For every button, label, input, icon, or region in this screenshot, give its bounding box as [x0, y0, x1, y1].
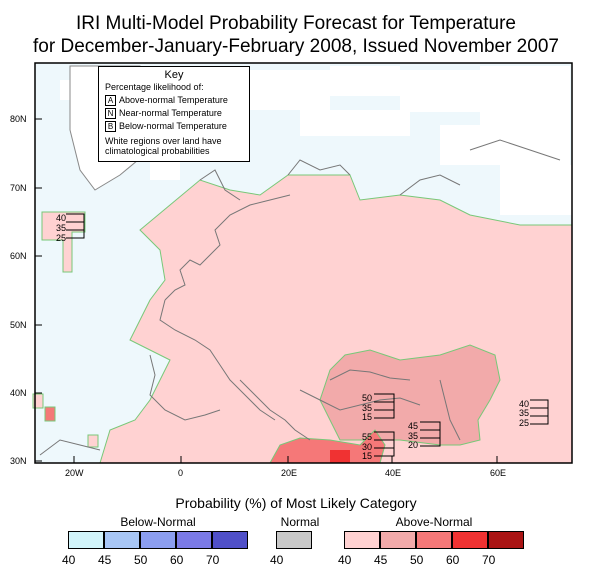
prob-normal: 30	[362, 442, 372, 452]
legend-swatch-below	[176, 531, 212, 549]
title-line-1: IRI Multi-Model Probability Forecast for…	[76, 13, 516, 34]
lat-label: 50N	[10, 320, 27, 330]
legend-swatch-above	[416, 531, 452, 549]
lon-label: 0	[178, 468, 183, 478]
prob-above: 40	[56, 213, 66, 223]
key-title: Key	[164, 69, 184, 81]
prob-below: 20	[408, 440, 418, 450]
legend-swatch-below	[68, 531, 104, 549]
prob-box-pakistan: 40 35 25	[519, 399, 549, 428]
legend-swatch-below	[104, 531, 140, 549]
prob-normal: 35	[408, 431, 418, 441]
region-canaries	[87, 434, 99, 448]
legend-tick-below: 50	[134, 553, 148, 567]
lon-label: 20E	[281, 468, 297, 478]
legend-swatch-above	[380, 531, 416, 549]
lon-label: 40E	[385, 468, 401, 478]
key-row-above: A Above-normal Temperature	[105, 94, 249, 107]
legend-tick-above: 50	[410, 553, 424, 567]
prob-above: 40	[519, 399, 529, 409]
key-letter: A	[105, 95, 116, 107]
lat-label: 40N	[10, 388, 27, 398]
lon-ticks	[73, 456, 498, 463]
region-above-50	[269, 429, 386, 464]
legend-swatch-above	[488, 531, 524, 549]
region-above-45	[319, 344, 501, 446]
lon-label: 20W	[65, 468, 84, 478]
legend-tick-below: 60	[170, 553, 184, 567]
legend-tick-above: 70	[482, 553, 496, 567]
key-note-1: White regions over land have	[105, 136, 222, 146]
prob-below: 15	[362, 412, 372, 422]
key-label: Below-normal Temperature	[119, 121, 227, 131]
key-row-normal: N Near-normal Temperature	[105, 107, 249, 120]
legend-tick-below: 70	[206, 553, 220, 567]
prob-box-iceland: 40 35 25	[56, 213, 85, 243]
legend-above-label: Above-Normal	[395, 515, 473, 529]
prob-below: 15	[362, 451, 372, 461]
key-label: Above-normal Temperature	[119, 95, 228, 105]
prob-normal: 35	[519, 408, 529, 418]
map-frame	[34, 62, 573, 464]
region-iceland	[41, 211, 86, 273]
title-line-2: for December-January-February 2008, Issu…	[33, 36, 559, 57]
legend-below-label: Below-Normal	[120, 515, 196, 529]
legend-tick-above: 60	[446, 553, 460, 567]
lat-label: 70N	[10, 183, 27, 193]
legend-title: Probability (%) of Most Likely Category	[175, 495, 417, 511]
lat-label: 80N	[10, 114, 27, 124]
prob-above: 55	[362, 432, 372, 442]
prob-below: 25	[519, 418, 529, 428]
legend-tick-below: 45	[98, 553, 112, 567]
key-letter: N	[105, 108, 116, 120]
legend-swatch-normal	[276, 531, 312, 549]
lat-ticks	[35, 118, 42, 462]
key-label: Near-normal Temperature	[119, 108, 222, 118]
legend-tick-above: 45	[374, 553, 388, 567]
region-above-60	[330, 450, 350, 463]
legend-tick-normal: 40	[270, 553, 284, 567]
legend-swatch-above	[452, 531, 488, 549]
coastlines	[39, 139, 561, 456]
key-subtitle: Percentage likelihood of:	[105, 82, 204, 92]
key-note-2: climatological probabilities	[105, 146, 210, 156]
prob-above: 45	[408, 421, 418, 431]
key-letter: B	[105, 121, 116, 133]
legend-tick-below: 40	[62, 553, 76, 567]
prob-below: 25	[56, 233, 66, 243]
lat-label: 30N	[10, 456, 27, 466]
region-azores-2	[44, 406, 56, 422]
prob-box-egypt: 55 30 15	[362, 431, 395, 461]
legend-normal-label: Normal	[280, 515, 320, 529]
prob-box-turkey: 50 35 15	[362, 393, 395, 422]
region-azores	[32, 393, 44, 409]
legend-swatch-below	[212, 531, 248, 549]
legend-swatch-below	[140, 531, 176, 549]
map-key: Key Percentage likelihood of: A Above-nor…	[98, 66, 250, 162]
prob-box-iran: 45 35 20	[408, 421, 441, 450]
lon-label: 60E	[490, 468, 506, 478]
arctic-white-cells	[60, 66, 572, 215]
prob-normal: 35	[362, 403, 372, 413]
prob-above: 50	[362, 393, 372, 403]
lat-label: 60N	[10, 251, 27, 261]
key-row-below: B Below-normal Temperature	[105, 120, 249, 133]
prob-normal: 35	[56, 223, 66, 233]
legend-tick-above: 40	[338, 553, 352, 567]
legend-swatch-above	[344, 531, 380, 549]
